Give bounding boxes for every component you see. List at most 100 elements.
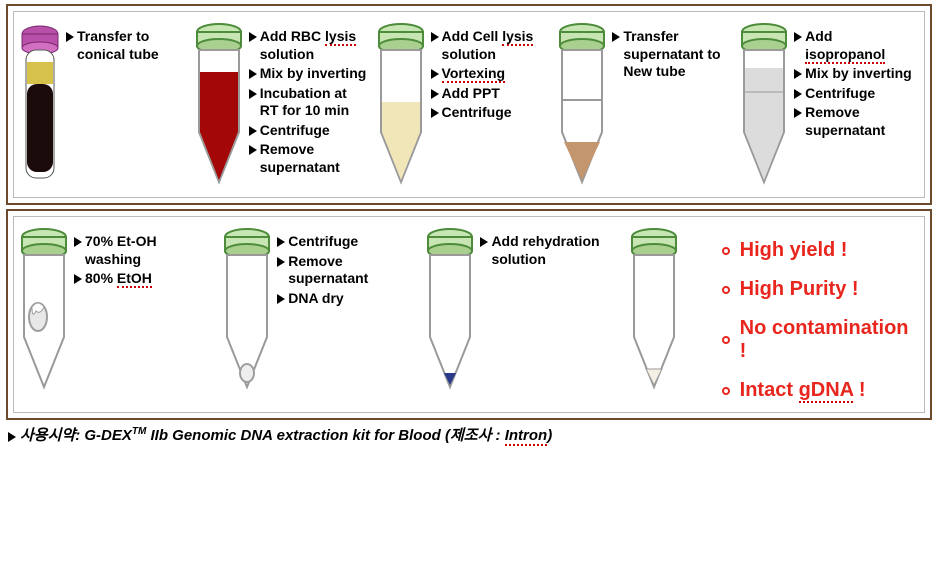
footer-text: 사용시약: G-DEXTM IIb Genomic DNA extraction… (20, 424, 552, 445)
step-note: Centrifuge (431, 104, 549, 122)
bullet-icon (722, 247, 730, 255)
tube-graphic (738, 22, 790, 187)
triangle-icon (431, 32, 439, 42)
triangle-icon (8, 432, 16, 442)
triangle-icon (480, 237, 488, 247)
step-notes: Add Cell lysis solution Vortexing Add PP… (431, 22, 549, 122)
conical-tube-icon (628, 227, 680, 392)
benefit-text: High yield ! (740, 239, 848, 262)
protocol-step: Centrifuge Remove supernatant DNA dry (221, 227, 416, 392)
note-text: 80% EtOH (85, 270, 152, 288)
tube-graphic (628, 227, 680, 392)
benefit-text: Intact gDNA ! (740, 379, 866, 402)
step-notes: Add rehydration solution (480, 227, 619, 268)
triangle-icon (277, 257, 285, 267)
triangle-icon (74, 237, 82, 247)
tube-graphic (556, 22, 608, 187)
panel-top-row: Transfer to conical tube Add RBC lysis s… (13, 11, 925, 198)
step-note: Centrifuge (277, 233, 416, 251)
step-note: Add isopropanol (794, 28, 912, 63)
triangle-icon (794, 108, 802, 118)
tube-graphic (424, 227, 476, 392)
step-notes: Transfer supernatant to New tube (612, 22, 730, 81)
note-text: Transfer supernatant to New tube (623, 28, 730, 81)
note-text: Add rehydration solution (491, 233, 619, 268)
step-note: Add RBC lysis solution (249, 28, 367, 63)
triangle-icon (249, 89, 257, 99)
step-notes: Add RBC lysis solution Mix by inverting … (249, 22, 367, 176)
note-text: 70% Et-OH washing (85, 233, 213, 268)
triangle-icon (277, 237, 285, 247)
note-text: Add isopropanol (805, 28, 912, 63)
triangle-icon (794, 89, 802, 99)
tube-graphic (18, 22, 62, 187)
conical-tube-icon (556, 22, 608, 187)
benefit-text: No contamination ! (740, 317, 920, 363)
step-note: Mix by inverting (249, 65, 367, 83)
protocol-step: Add isopropanol Mix by inverting Centrif… (738, 22, 912, 187)
triangle-icon (249, 32, 257, 42)
triangle-icon (794, 32, 802, 42)
protocol-step: Transfer supernatant to New tube (556, 22, 730, 187)
conical-tube-icon (193, 22, 245, 187)
bullet-icon (722, 286, 730, 294)
blood-tube-photo (18, 22, 62, 187)
step-note: Remove supernatant (277, 253, 416, 288)
step-note: Add Cell lysis solution (431, 28, 549, 63)
protocol-step: Add Cell lysis solution Vortexing Add PP… (375, 22, 549, 187)
conical-tube-icon (375, 22, 427, 187)
triangle-icon (431, 89, 439, 99)
note-text: Centrifuge (260, 122, 330, 140)
triangle-icon (612, 32, 620, 42)
benefit-item: No contamination ! (722, 317, 920, 363)
step-note: Add rehydration solution (480, 233, 619, 268)
step-note: Mix by inverting (794, 65, 912, 83)
step-notes: 70% Et-OH washing 80% EtOH (74, 227, 213, 288)
step-note: Transfer to conical tube (66, 28, 185, 63)
note-text: Centrifuge (805, 85, 875, 103)
protocol-step: Add rehydration solution (424, 227, 619, 392)
protocol-step: Add RBC lysis solution Mix by inverting … (193, 22, 367, 187)
step-note: DNA dry (277, 290, 416, 308)
triangle-icon (249, 69, 257, 79)
note-text: Remove supernatant (288, 253, 416, 288)
step-note: Incubation at RT for 10 min (249, 85, 367, 120)
note-text: Transfer to conical tube (77, 28, 185, 63)
tube-graphic (193, 22, 245, 187)
triangle-icon (249, 126, 257, 136)
step-notes: Add isopropanol Mix by inverting Centrif… (794, 22, 912, 139)
tube-graphic (375, 22, 427, 187)
step-note: Remove supernatant (794, 104, 912, 139)
triangle-icon (431, 69, 439, 79)
step-note: Remove supernatant (249, 141, 367, 176)
conical-tube-icon (738, 22, 790, 187)
step-note: 80% EtOH (74, 270, 213, 288)
triangle-icon (66, 32, 74, 42)
triangle-icon (794, 69, 802, 79)
conical-tube-icon (424, 227, 476, 392)
note-text: Add RBC lysis solution (260, 28, 367, 63)
step-notes: Centrifuge Remove supernatant DNA dry (277, 227, 416, 307)
note-text: Mix by inverting (805, 65, 912, 83)
panel-bottom: 70% Et-OH washing 80% EtOH Centrifuge Re… (6, 209, 932, 420)
step-note: Centrifuge (249, 122, 367, 140)
step-note: Centrifuge (794, 85, 912, 103)
step-note: Vortexing (431, 65, 549, 83)
note-text: Incubation at RT for 10 min (260, 85, 367, 120)
bullet-icon (722, 387, 730, 395)
step-note: Add PPT (431, 85, 549, 103)
benefit-item: High Purity ! (722, 278, 920, 301)
note-text: Remove supernatant (260, 141, 367, 176)
step-note: 70% Et-OH washing (74, 233, 213, 268)
tube-graphic (18, 227, 70, 392)
panel-bottom-row: 70% Et-OH washing 80% EtOH Centrifuge Re… (13, 216, 925, 413)
bullet-icon (722, 336, 730, 344)
protocol-step: 70% Et-OH washing 80% EtOH (18, 227, 213, 392)
note-text: Add PPT (442, 85, 500, 103)
protocol-step: Transfer to conical tube (18, 22, 185, 187)
note-text: Vortexing (442, 65, 506, 83)
step-notes: Transfer to conical tube (66, 22, 185, 63)
triangle-icon (74, 274, 82, 284)
note-text: DNA dry (288, 290, 344, 308)
benefits-list: High yield ! High Purity ! No contaminat… (722, 227, 920, 402)
